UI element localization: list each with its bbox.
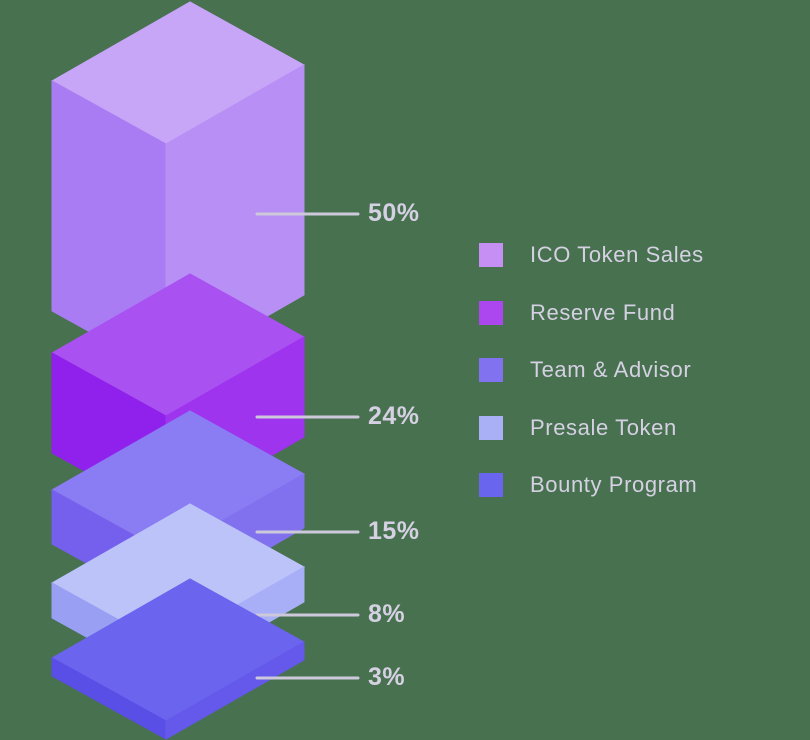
legend-swatch-3: [479, 415, 503, 440]
percent-label-4: 3%: [368, 663, 405, 691]
legend-item-0: ICO Token Sales: [479, 243, 704, 267]
percent-label-3: 8%: [368, 600, 405, 628]
legend-label-4: Bounty Program: [530, 472, 698, 497]
legend-item-4: Bounty Program: [479, 473, 697, 497]
legend-label-3: Presale Token: [530, 414, 677, 440]
percent-label-2: 15%: [368, 517, 420, 545]
legend-item-3: Presale Token: [479, 414, 677, 440]
legend-label-2: Team & Advisor: [530, 357, 692, 382]
legend-label-1: Reserve Fund: [530, 299, 676, 325]
legend-item-2: Team & Advisor: [479, 358, 691, 382]
legend-item-1: Reserve Fund: [479, 299, 676, 325]
legend-swatch-1: [479, 300, 503, 325]
percent-label-1: 24%: [368, 402, 420, 430]
block-4-right-face: [165, 641, 305, 740]
percent-label-0: 50%: [368, 199, 420, 227]
legend-swatch-4: [479, 473, 503, 497]
legend-swatch-2: [479, 358, 503, 382]
legend-swatch-0: [479, 243, 503, 267]
legend-label-0: ICO Token Sales: [530, 242, 704, 267]
